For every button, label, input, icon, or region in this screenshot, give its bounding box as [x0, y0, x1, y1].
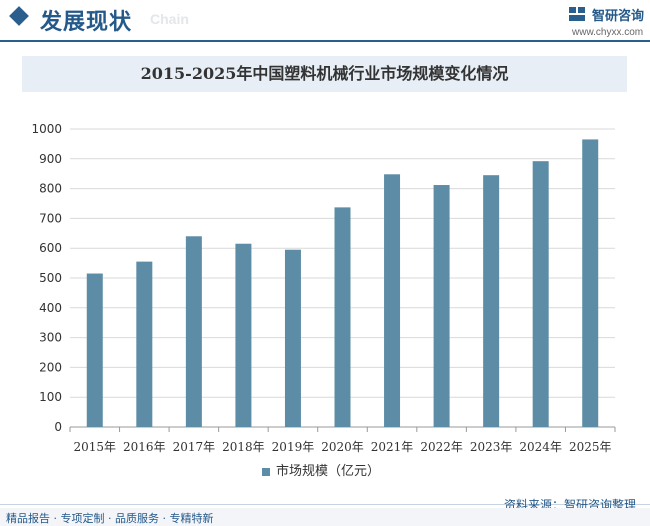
x-tick-label: 2025年 [569, 440, 612, 454]
footer-bar [0, 508, 650, 526]
y-tick-label: 500 [39, 271, 62, 285]
y-tick-label: 900 [39, 152, 62, 166]
diamond-icon [9, 6, 29, 26]
bar [235, 243, 252, 427]
legend-label: 市场规模（亿元） [276, 464, 381, 479]
bar [483, 175, 500, 427]
logo-name: 智研咨询 [592, 9, 645, 24]
logo-icon [569, 7, 585, 21]
x-tick-label: 2015年 [73, 440, 116, 454]
x-tick-label: 2019年 [272, 440, 315, 454]
bar [185, 236, 202, 427]
bar [384, 174, 401, 427]
x-tick-label: 2021年 [371, 440, 414, 454]
chart-title: 2015-2025年中国塑料机械行业市场规模变化情况 [22, 56, 627, 92]
legend: 市场规模（亿元） [262, 460, 380, 479]
y-tick-label: 600 [39, 241, 62, 255]
y-tick-label: 0 [54, 420, 62, 434]
bar [582, 139, 599, 427]
bar [433, 185, 450, 427]
footer-tagline: 精品报告 · 专项定制 · 品质服务 · 专精特新 [6, 512, 214, 525]
header-divider [0, 40, 650, 42]
y-tick-label: 800 [39, 182, 62, 196]
bar [334, 207, 351, 427]
bar [86, 273, 103, 427]
x-tick-label: 2020年 [321, 440, 364, 454]
x-tick-label: 2023年 [470, 440, 513, 454]
section-title: 发展现状 [40, 10, 133, 35]
bar [136, 261, 153, 427]
y-tick-label: 1000 [31, 122, 62, 136]
bar [284, 249, 301, 427]
x-tick-label: 2016年 [123, 440, 166, 454]
footer-divider [0, 504, 650, 505]
bar [532, 161, 549, 427]
x-tick-label: 2024年 [519, 440, 562, 454]
y-tick-label: 300 [39, 331, 62, 345]
y-tick-label: 200 [39, 360, 62, 374]
y-tick-label: 700 [39, 211, 62, 225]
bar-chart: 0 100 200 300 400 500 600 700 800 900 1000 2015年 201… [31, 122, 616, 454]
y-tick-label: 100 [39, 390, 62, 404]
section-subtitle: Chain [150, 11, 189, 27]
x-tick-label: 2018年 [222, 440, 265, 454]
x-tick-label: 2017年 [173, 440, 216, 454]
legend-swatch [262, 467, 270, 476]
y-tick-label: 400 [39, 301, 62, 315]
header: 发展现状 Chain 智研咨询 www.chyxx.com [0, 0, 650, 38]
logo-url: www.chyxx.com [572, 27, 644, 38]
x-tick-label: 2022年 [420, 440, 463, 454]
